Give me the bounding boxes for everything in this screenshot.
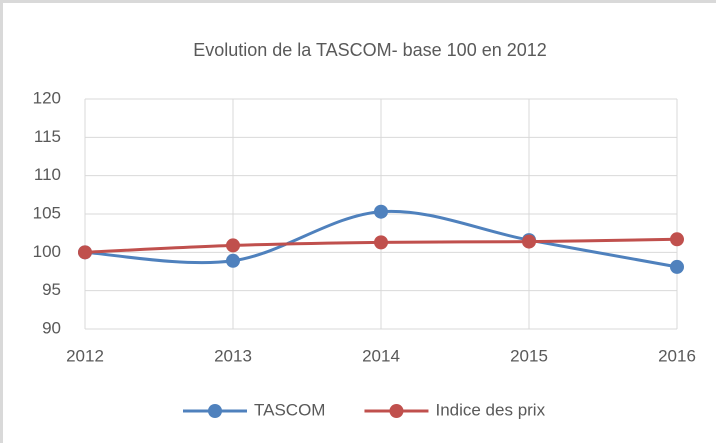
legend-marker	[208, 404, 222, 418]
point	[670, 259, 684, 274]
point	[522, 234, 536, 249]
y-tick-label: 120	[33, 88, 61, 107]
legend-label: Indice des prix	[435, 400, 545, 419]
point	[226, 238, 240, 253]
chart-title: Evolution de la TASCOM- base 100 en 2012	[193, 40, 547, 60]
y-tick-label: 100	[33, 242, 61, 261]
y-tick-label: 110	[34, 165, 61, 184]
point	[374, 204, 388, 219]
x-tick-label: 2015	[510, 346, 548, 365]
y-tick-label: 95	[42, 280, 61, 299]
y-tick-label: 115	[34, 127, 61, 146]
legend-marker	[389, 404, 404, 418]
y-tick-label: 105	[33, 203, 61, 222]
point	[226, 253, 240, 268]
point	[374, 235, 388, 250]
y-tick-label: 90	[42, 318, 61, 337]
x-tick-label: 2016	[658, 346, 696, 365]
x-tick-label: 2014	[362, 346, 400, 365]
x-tick-label: 2013	[214, 346, 252, 365]
legend-label: TASCOM	[254, 400, 325, 419]
point	[78, 245, 92, 260]
point	[670, 232, 684, 247]
x-tick-label: 2012	[66, 346, 104, 365]
